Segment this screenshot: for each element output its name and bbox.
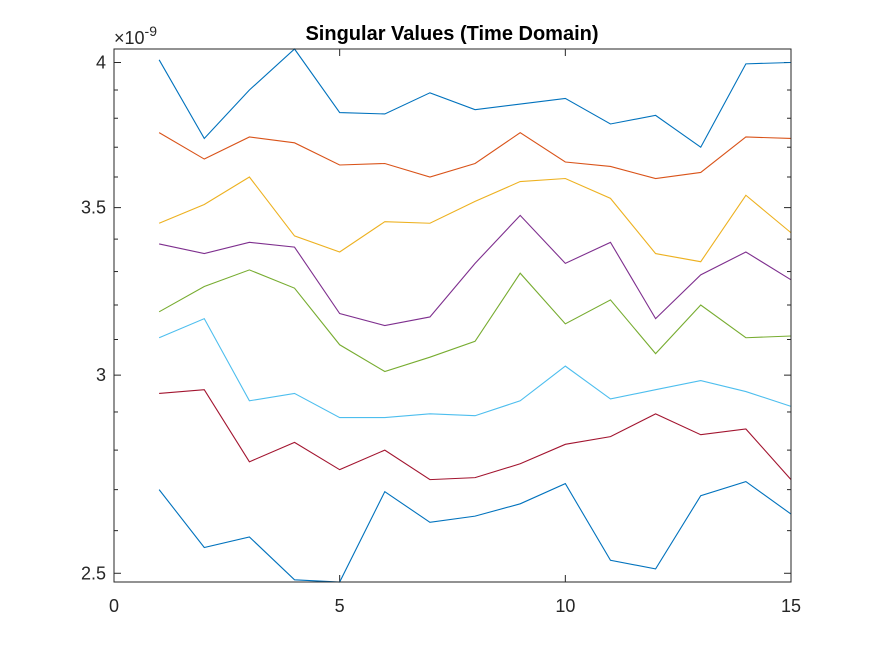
series-lines: [158, 48, 792, 583]
series-line-7: [159, 389, 792, 481]
x-tick-labels: 0 5 10 15: [109, 596, 801, 616]
y-exponent-base: ×10: [114, 28, 145, 48]
series-line-8: [158, 481, 792, 583]
plot-box: [113, 48, 792, 583]
y-tick-label: 2.5: [81, 563, 106, 583]
x-tick-label: 0: [109, 596, 119, 616]
x-tick-label: 5: [335, 596, 345, 616]
x-tick-label: 15: [781, 596, 801, 616]
x-tick-label: 10: [555, 596, 575, 616]
y-tick-label: 3.5: [81, 198, 106, 218]
plot-area: [114, 49, 791, 582]
chart-title: Singular Values (Time Domain): [305, 23, 598, 45]
y-axis-exponent-label: ×10-9: [114, 23, 157, 48]
series-line-2: [158, 131, 792, 180]
series-line-5: [158, 269, 792, 373]
series-line-4: [159, 214, 792, 327]
y-tick-label: 3: [96, 365, 106, 385]
y-exponent-power: -9: [145, 23, 158, 39]
series-line-1: [158, 48, 792, 149]
y-tick-label: 4: [96, 53, 106, 73]
svg-text:×10-9: ×10-9: [114, 23, 157, 48]
series-line-3: [158, 176, 792, 263]
series-line-6: [158, 317, 792, 419]
y-tick-labels: 2.5 3 3.5 4: [81, 53, 106, 584]
